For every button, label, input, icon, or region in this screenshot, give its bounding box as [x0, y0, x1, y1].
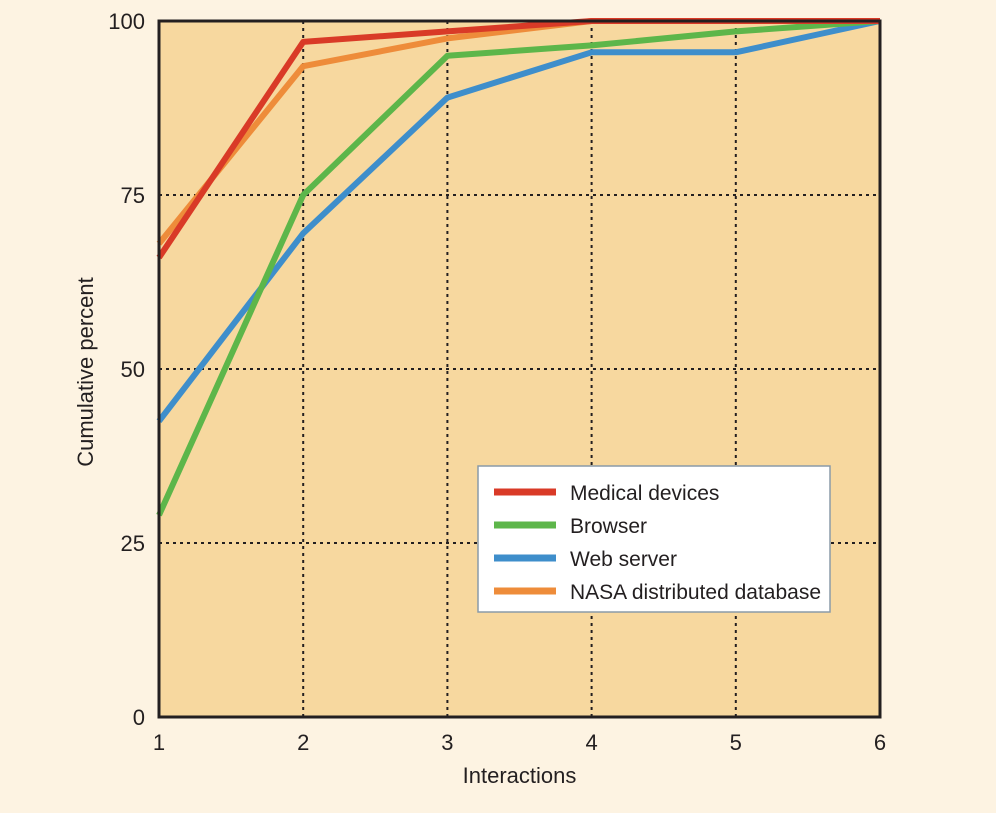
legend: Medical devices Browser Web server NASA dis… — [477, 465, 831, 613]
y-tick-label-25: 25 — [121, 531, 145, 556]
series-line-web-server — [156, 18, 881, 424]
y-tick-label-75: 75 — [121, 183, 145, 208]
plot-frame — [157, 19, 882, 719]
y-tick-label-50: 50 — [121, 357, 145, 382]
x-tick-label-5: 5 — [730, 730, 742, 755]
legend-label-nasa-distributed-database: NASA distributed database — [570, 581, 821, 604]
legend-label-browser: Browser — [570, 515, 647, 538]
grid-lines — [159, 21, 880, 717]
x-tick-label-2: 2 — [297, 730, 309, 755]
x-tick-label-1: 1 — [153, 730, 165, 755]
x-axis-title: Interactions — [463, 763, 577, 788]
tick-labels: 1 2 3 4 5 6 0 25 50 75 100 — [108, 9, 886, 755]
y-axis-title: Cumulative percent — [73, 277, 98, 467]
legend-label-medical-devices: Medical devices — [570, 482, 719, 505]
y-tick-label-100: 100 — [108, 9, 145, 34]
x-tick-label-4: 4 — [585, 730, 597, 755]
x-tick-label-6: 6 — [874, 730, 886, 755]
x-tick-label-3: 3 — [441, 730, 453, 755]
series-line-browser — [156, 18, 881, 517]
y-tick-label-0: 0 — [133, 705, 145, 730]
axes — [157, 19, 882, 719]
legend-label-web-server: Web server — [570, 548, 677, 571]
